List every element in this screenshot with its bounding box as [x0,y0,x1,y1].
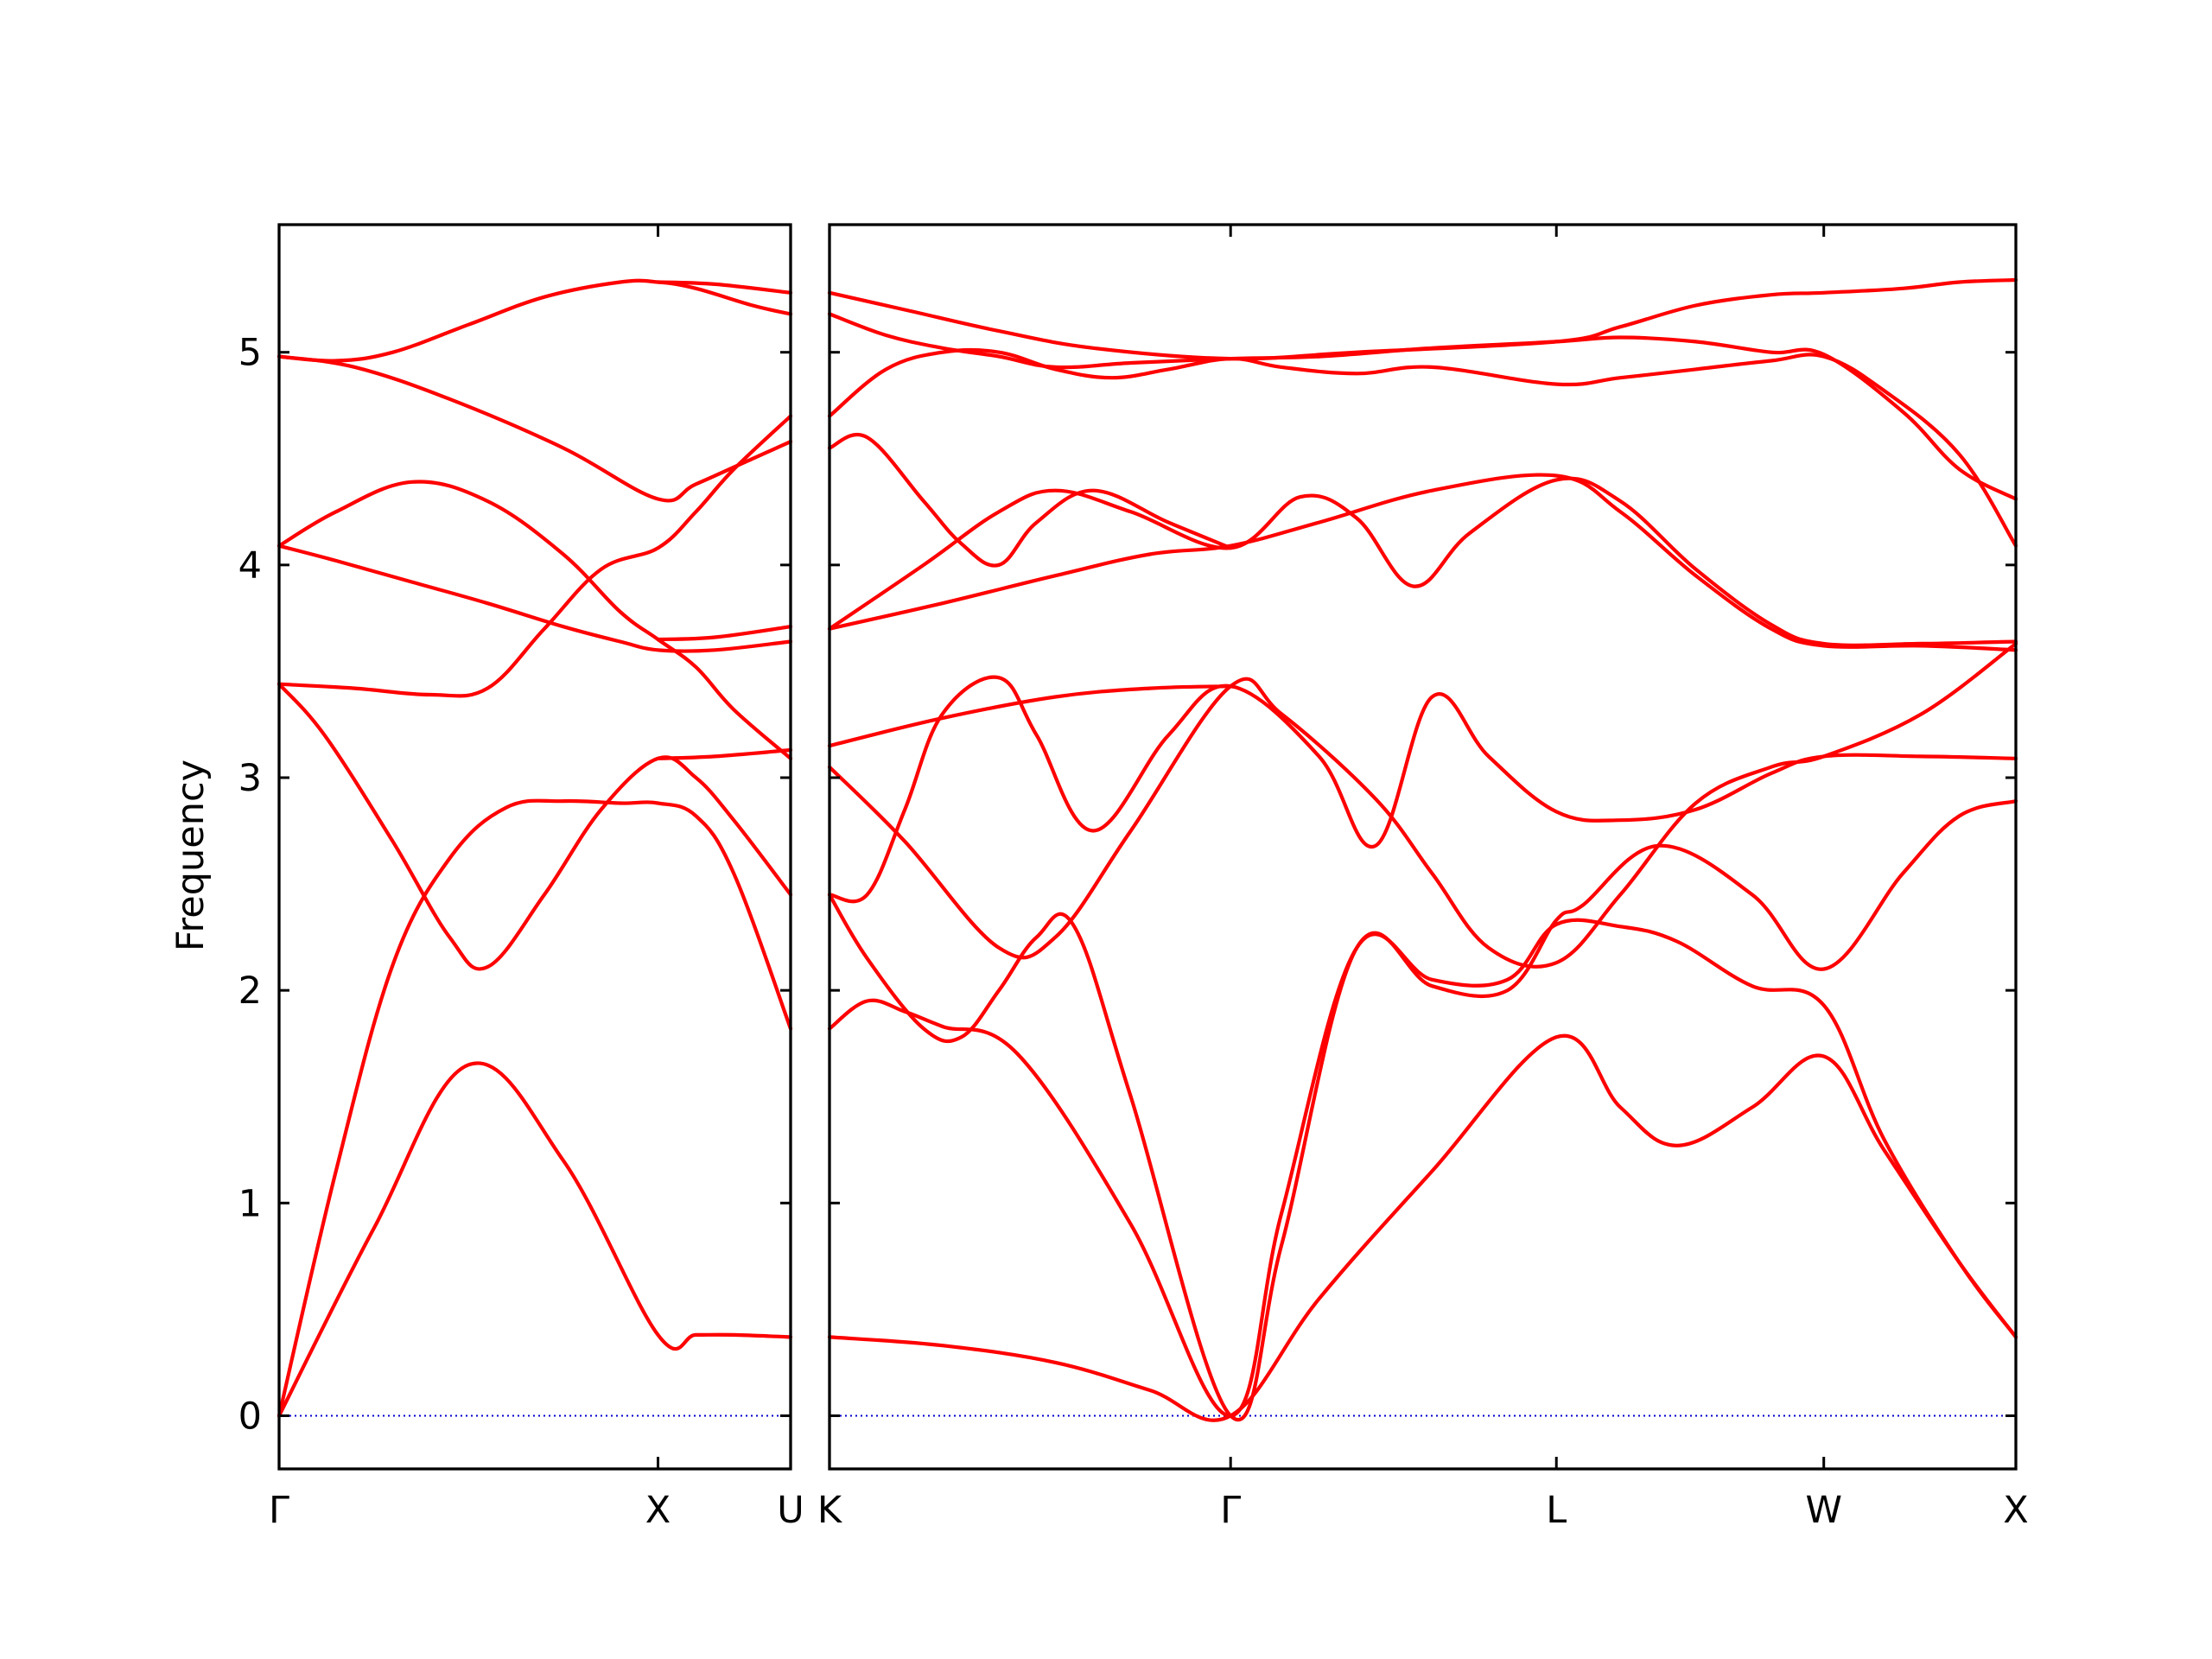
phonon-band-4 [827,641,2018,969]
panel-frame [277,223,792,1471]
phonon-band-9 [827,433,1233,568]
x-tick-label: L [1546,1489,1567,1532]
y-tick-label: 0 [238,1395,262,1438]
phonon-band-1 [827,1033,2018,1422]
phonon-band-7 [276,354,793,503]
x-tick-label: Γ [269,1489,289,1532]
x-tick-label: X [2003,1489,2028,1532]
y-axis: 0 1 2 3 4 5 [238,332,262,1439]
y-tick-label: 5 [238,332,262,375]
phonon-band-5 [827,675,2018,904]
phonon-band-3 [276,682,793,971]
x-tick-label: U [777,1489,804,1532]
panel-frame [828,223,2018,1471]
y-tick-label: 4 [238,544,262,588]
y-tick-label: 2 [238,969,262,1013]
phonon-band-9 [656,747,793,760]
phonon-band-2 [276,798,793,1418]
phonon-band-7 [827,473,2018,652]
phonon-band-4 [276,414,793,698]
phonon-band-6 [276,480,793,760]
phonon-band-8 [276,278,793,363]
y-axis-label: Frequency [169,760,213,951]
x-tick-label: Γ [1220,1489,1241,1532]
x-tick-label: X [645,1489,671,1532]
phonon-band-3 [827,799,2018,1422]
phonon-band-5 [276,543,793,653]
phonon-band-11 [656,280,793,295]
y-tick-label: 3 [238,757,262,800]
phonon-band-12 [827,277,2018,361]
phonon-band-1 [276,1061,793,1418]
phonon-band-8 [827,476,2018,647]
y-tick-label: 1 [238,1182,262,1225]
x-tick-label: W [1805,1489,1842,1532]
phonon-band-6 [827,684,1233,748]
phonon-band-10 [656,625,793,642]
x-tick-label: K [817,1489,843,1532]
